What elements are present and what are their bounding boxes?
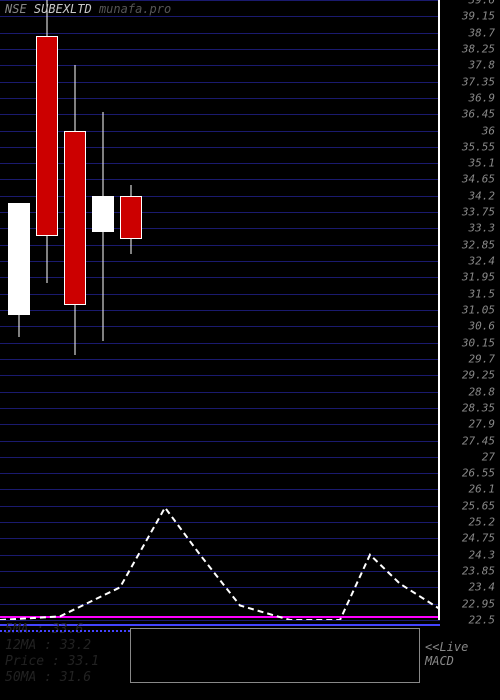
- grid-line: [0, 620, 440, 621]
- live-text: <<Live: [425, 640, 468, 654]
- chart-title: NSE SUBEXLTD munafa.pro: [5, 2, 171, 16]
- y-tick-label: 31.95: [462, 271, 495, 284]
- candle-body: [64, 131, 86, 305]
- exchange-label: NSE: [5, 2, 27, 16]
- y-tick-label: 28.35: [462, 401, 495, 414]
- y-tick-label: 30.15: [462, 336, 495, 349]
- y-tick-label: 24.3: [469, 548, 496, 561]
- y-tick-label: 39.15: [462, 10, 495, 23]
- macd-label: <<Live MACD: [425, 640, 468, 668]
- right-wall: [438, 0, 440, 620]
- chart-area: [0, 0, 440, 620]
- y-tick-label: 36.9: [469, 91, 496, 104]
- y-tick-label: 33.3: [469, 222, 496, 235]
- y-tick-label: 22.5: [469, 614, 496, 627]
- y-tick-label: 36: [482, 124, 495, 137]
- y-tick-label: 30.6: [469, 320, 496, 333]
- candle-body: [92, 196, 114, 232]
- candle: [36, 0, 58, 620]
- y-tick-label: 33.75: [462, 206, 495, 219]
- y-tick-label: 34.65: [462, 173, 495, 186]
- y-tick-label: 29.25: [462, 369, 495, 382]
- y-tick-label: 38.7: [469, 26, 496, 39]
- dotted-line: [0, 630, 130, 632]
- y-tick-label: 31.05: [462, 304, 495, 317]
- y-tick-label: 37.35: [462, 75, 495, 88]
- y-tick-label: 24.75: [462, 532, 495, 545]
- info-row: 12MA : 33.2: [5, 638, 99, 654]
- y-tick-label: 25.2: [469, 516, 496, 529]
- y-tick-label: 29.7: [469, 352, 496, 365]
- candle-body: [8, 203, 30, 315]
- y-tick-label: 23.85: [462, 565, 495, 578]
- macd-text: MACD: [425, 654, 468, 668]
- y-tick-label: 32.85: [462, 238, 495, 251]
- info-row: Price : 33.1: [5, 654, 99, 670]
- candle: [120, 0, 142, 620]
- y-tick-label: 25.65: [462, 499, 495, 512]
- y-tick-label: 26.1: [469, 483, 496, 496]
- candle-body: [120, 196, 142, 240]
- y-tick-label: 28.8: [469, 385, 496, 398]
- y-tick-label: 37.8: [469, 59, 496, 72]
- y-tick-label: 26.55: [462, 467, 495, 480]
- y-tick-label: 36.45: [462, 108, 495, 121]
- y-tick-label: 22.95: [462, 597, 495, 610]
- y-tick-label: 32.4: [469, 255, 496, 268]
- y-tick-label: 35.1: [469, 157, 496, 170]
- candle: [8, 0, 30, 620]
- info-row: 50MA : 31.6: [5, 670, 99, 686]
- y-tick-label: 27.9: [469, 418, 496, 431]
- y-tick-label: 38.25: [462, 42, 495, 55]
- y-tick-label: 27.45: [462, 434, 495, 447]
- y-tick-label: 31.5: [469, 287, 496, 300]
- symbol-label: SUBEXLTD: [34, 2, 92, 16]
- y-tick-label: 23.4: [469, 581, 496, 594]
- y-tick-label: 39.6: [469, 0, 496, 7]
- y-tick-label: 34.2: [469, 189, 496, 202]
- candle-body: [36, 36, 58, 235]
- y-tick-label: 35.55: [462, 140, 495, 153]
- macd-box: [130, 628, 420, 683]
- y-tick-label: 27: [482, 450, 495, 463]
- candle: [92, 0, 114, 620]
- y-axis: 39.6 39.15 38.7 38.25 37.8 37.35 36.9 36.45 36 35…: [440, 0, 500, 620]
- candle: [64, 0, 86, 620]
- watermark-label: munafa.pro: [99, 2, 171, 16]
